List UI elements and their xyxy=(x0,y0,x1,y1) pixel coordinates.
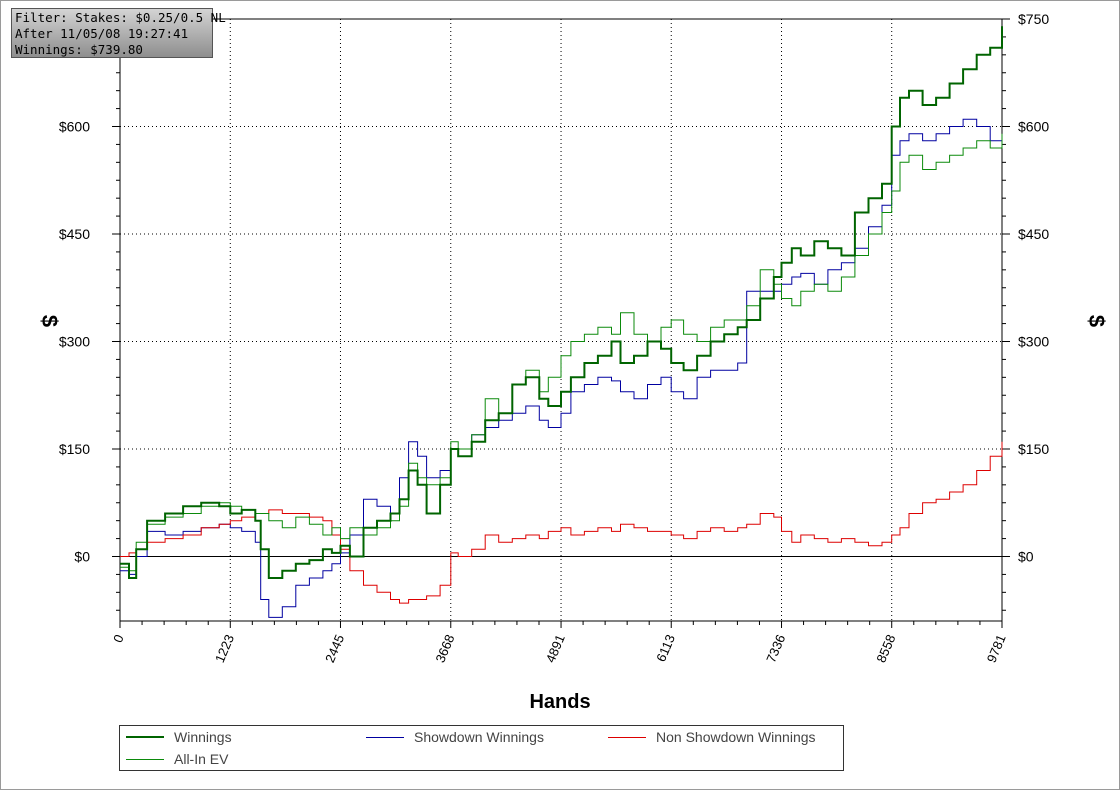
series-line-winnings xyxy=(120,26,1003,579)
x-tick-label: 6113 xyxy=(653,632,678,664)
x-tick-label: 2445 xyxy=(322,632,347,664)
y-tick-label-left: $300 xyxy=(59,334,90,350)
series-line-allin-ev xyxy=(120,133,1003,572)
legend-swatch-winnings xyxy=(126,736,164,738)
x-tick-label: 9781 xyxy=(984,632,1009,664)
y-tick-label-left: $600 xyxy=(59,119,90,135)
y-tick-label-left: $0 xyxy=(74,549,90,565)
grid-lines xyxy=(120,19,1002,621)
x-tick-label: 7336 xyxy=(763,632,788,664)
legend-label-winnings: Winnings xyxy=(174,729,232,745)
filter-info-box: Filter: Stakes: $0.25/0.5 NL After 11/05… xyxy=(11,8,226,58)
y-tick-label-right: $750 xyxy=(1018,11,1049,27)
x-tick-label: 0 xyxy=(110,632,127,645)
series-line-non-showdown xyxy=(120,441,1003,604)
legend-item-showdown: Showdown Winnings xyxy=(366,728,544,746)
legend-label-showdown: Showdown Winnings xyxy=(414,729,544,745)
y-axis-label-left: $ xyxy=(37,315,62,327)
y-tick-label-left: $450 xyxy=(59,226,90,242)
x-tick-label: 4891 xyxy=(543,632,568,664)
y-tick-label-right: $600 xyxy=(1018,119,1049,135)
legend-item-winnings: Winnings xyxy=(126,728,232,746)
x-tick-label: 8558 xyxy=(873,632,898,664)
x-tick-label: 3668 xyxy=(432,632,457,664)
y-tick-label-left: $150 xyxy=(59,441,90,457)
legend-swatch-non-showdown xyxy=(608,736,646,738)
legend-swatch-allin-ev xyxy=(126,758,164,760)
x-axis-label: Hands xyxy=(529,691,590,713)
y-tick-label-right: $0 xyxy=(1018,549,1034,565)
y-axis-label-right: $ xyxy=(1084,315,1109,327)
legend-item-non-showdown: Non Showdown Winnings xyxy=(608,728,816,746)
filter-text: Filter: Stakes: $0.25/0.5 NL xyxy=(15,10,226,25)
legend-item-allin-ev: All-In EV xyxy=(126,750,228,768)
series-lines xyxy=(120,26,1003,618)
legend-label-non-showdown: Non Showdown Winnings xyxy=(656,729,816,745)
y-tick-label-right: $150 xyxy=(1018,441,1049,457)
chart-legend: Winnings Showdown Winnings Non Showdown … xyxy=(119,725,844,771)
y-tick-label-right: $450 xyxy=(1018,226,1049,242)
y-tick-label-right: $300 xyxy=(1018,334,1049,350)
winnings-total-text: Winnings: $739.80 xyxy=(15,42,143,57)
x-tick-label: 1223 xyxy=(212,632,237,664)
legend-label-allin-ev: All-In EV xyxy=(174,751,229,767)
after-date-text: After 11/05/08 19:27:41 xyxy=(15,26,189,41)
legend-swatch-showdown xyxy=(366,736,404,738)
